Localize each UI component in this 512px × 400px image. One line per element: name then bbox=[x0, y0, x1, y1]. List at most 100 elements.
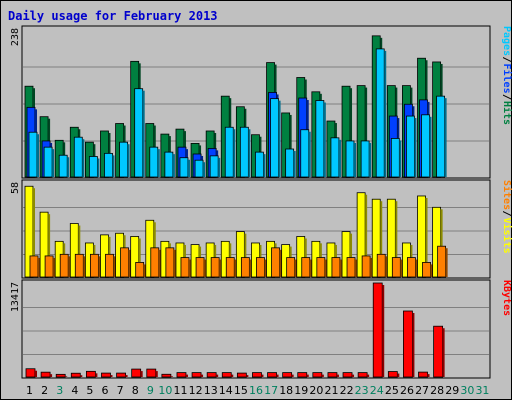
bar-hits-day-22-side bbox=[350, 88, 353, 177]
bar-pages-day-3 bbox=[58, 154, 70, 178]
bar-pages-day-4-fill bbox=[73, 136, 83, 178]
bar-kbytes-day-1-fill bbox=[25, 368, 36, 378]
bar-visits-day-25-side bbox=[395, 201, 398, 277]
bar-visits-day-15-side bbox=[244, 233, 247, 277]
bar-sites-day-28-fill bbox=[437, 245, 447, 278]
legend-separator: / bbox=[501, 94, 512, 100]
bar-sites-day-3-fill bbox=[59, 253, 69, 278]
day-label-20: 20 bbox=[309, 384, 323, 397]
bar-sites-day-5-side bbox=[98, 256, 101, 277]
bar-pages-day-15-side bbox=[248, 129, 251, 177]
day-label-26: 26 bbox=[400, 384, 414, 397]
bar-pages-day-24 bbox=[375, 48, 387, 178]
bar-kbytes-day-1-side bbox=[35, 370, 37, 377]
bar-kbytes-day-11-side bbox=[185, 374, 188, 377]
day-label-27: 27 bbox=[415, 384, 429, 397]
bar-kbytes-day-14-fill bbox=[221, 372, 232, 378]
bar-pages-day-12 bbox=[194, 159, 206, 178]
bar-pages-day-22 bbox=[345, 140, 357, 178]
bar-pages-day-3-fill bbox=[58, 154, 68, 178]
bar-kbytes-day-5-fill bbox=[85, 370, 96, 378]
bar-kbytes-day-10-side bbox=[170, 376, 173, 377]
day-label-16: 16 bbox=[249, 384, 263, 397]
bar-pages-day-26-side bbox=[414, 118, 417, 177]
bar-pages-day-2 bbox=[43, 146, 55, 178]
bar-pages-day-11 bbox=[179, 157, 190, 178]
bar-kbytes-day-15 bbox=[236, 372, 249, 378]
bar-pages-day-3-side bbox=[67, 157, 70, 177]
bar-kbytes-day-6 bbox=[101, 372, 113, 378]
day-label-2: 2 bbox=[41, 384, 48, 397]
legend-separator: / bbox=[501, 57, 512, 63]
bar-visits-day-1 bbox=[24, 185, 35, 278]
bar-pages-day-5 bbox=[88, 156, 100, 178]
bar-sites-day-9-side bbox=[158, 249, 161, 277]
bar-sites-day-6-fill bbox=[105, 253, 114, 278]
bar-sites-day-16 bbox=[256, 257, 267, 278]
bar-pages-day-23-side bbox=[369, 142, 372, 177]
bar-sites-day-11 bbox=[180, 257, 191, 278]
bar-pages-day-17-side bbox=[278, 100, 281, 177]
bar-pages-day-2-fill bbox=[43, 146, 53, 178]
bar-kbytes-day-9 bbox=[146, 368, 158, 378]
bar-sites-day-17-fill bbox=[271, 247, 280, 278]
bar-kbytes-day-14-side bbox=[231, 374, 234, 377]
bar-sites-day-21-side bbox=[339, 259, 342, 277]
bar-sites-day-10-side bbox=[173, 249, 176, 277]
bar-visits-day-23-side bbox=[365, 194, 368, 277]
bar-pages-day-10-side bbox=[172, 154, 175, 177]
day-label-8: 8 bbox=[132, 384, 139, 397]
bar-kbytes-day-13-fill bbox=[206, 372, 217, 378]
bar-pages-day-16-fill bbox=[255, 151, 264, 178]
legend-entry: KBytes bbox=[501, 280, 512, 316]
bar-kbytes-day-20 bbox=[312, 372, 324, 378]
bar-hits-day-23-side bbox=[365, 87, 368, 177]
legend-entry: Sites bbox=[501, 180, 512, 210]
bar-pages-day-11-fill bbox=[179, 157, 189, 178]
bar-pages-day-26 bbox=[406, 115, 417, 178]
bar-kbytes-day-19 bbox=[297, 372, 309, 378]
bar-kbytes-day-23-fill bbox=[357, 372, 368, 378]
bar-pages-day-28-side bbox=[444, 98, 447, 177]
bar-pages-day-9-side bbox=[157, 149, 160, 177]
day-label-21: 21 bbox=[324, 384, 338, 397]
bar-pages-day-20-side bbox=[323, 102, 326, 177]
panel-border bbox=[21, 279, 491, 379]
bar-sites-day-12-side bbox=[204, 259, 207, 277]
bar-sites-day-13-side bbox=[219, 259, 222, 277]
bar-pages-day-12-fill bbox=[194, 159, 204, 178]
day-label-10: 10 bbox=[158, 384, 172, 397]
bar-kbytes-day-5 bbox=[85, 370, 98, 378]
bar-kbytes-day-6-fill bbox=[101, 372, 111, 378]
bar-pages-day-14-side bbox=[233, 129, 236, 177]
bar-sites-day-10 bbox=[165, 247, 176, 278]
bar-kbytes-day-13 bbox=[206, 372, 219, 378]
bar-sites-day-13-fill bbox=[210, 257, 220, 278]
bar-pages-day-21-fill bbox=[330, 137, 340, 178]
bar-pages-day-10 bbox=[164, 151, 175, 178]
legend: KBytes bbox=[501, 280, 512, 316]
bar-pages-day-19 bbox=[300, 129, 311, 178]
day-label-3: 3 bbox=[56, 384, 63, 397]
bar-visits-day-24-side bbox=[380, 201, 383, 277]
bar-kbytes-day-11 bbox=[176, 372, 188, 378]
chart-title: Daily usage for February 2013 bbox=[8, 9, 218, 23]
bar-kbytes-day-8-side bbox=[140, 371, 143, 377]
bar-visits-day-1-side bbox=[33, 188, 35, 277]
bar-kbytes-day-3 bbox=[55, 373, 68, 378]
bar-kbytes-day-24 bbox=[372, 282, 385, 378]
bar-sites-day-17 bbox=[271, 247, 282, 278]
bar-kbytes-day-23-side bbox=[367, 374, 370, 377]
bar-kbytes-day-7 bbox=[116, 372, 128, 378]
bar-visits-day-2-side bbox=[48, 214, 51, 277]
bar-visits-day-22 bbox=[341, 231, 353, 278]
bar-sites-day-4-side bbox=[83, 256, 86, 277]
bar-pages-day-24-side bbox=[384, 50, 387, 178]
bar-visits-day-8 bbox=[130, 236, 141, 278]
bar-kbytes-day-13-side bbox=[216, 374, 219, 377]
bar-sites-day-26-side bbox=[415, 259, 418, 277]
bar-sites-day-28 bbox=[437, 245, 448, 278]
bar-sites-day-23 bbox=[361, 255, 373, 278]
bar-sites-day-19-fill bbox=[301, 257, 311, 278]
